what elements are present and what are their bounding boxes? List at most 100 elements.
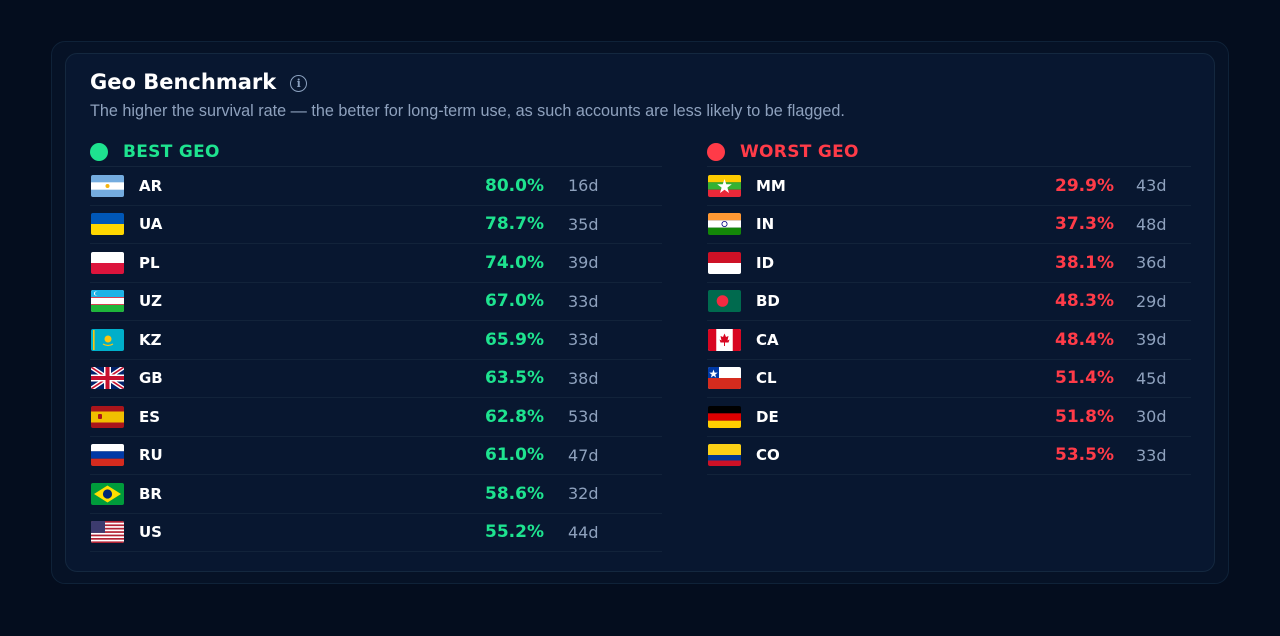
lifetime-days: 44d: [568, 522, 599, 542]
table-row: DE 51.8% 30d: [707, 398, 1191, 437]
country-code: ES: [139, 407, 161, 426]
bangladesh-flag-icon: [708, 290, 741, 313]
country-code: PL: [139, 253, 160, 272]
lifetime-days: 33d: [568, 291, 599, 311]
lifetime-days: 43d: [1136, 176, 1167, 196]
russia-flag-icon: [91, 444, 124, 467]
title-row: Geo Benchmark i: [90, 68, 308, 96]
table-row: KZ 65.9% 33d: [90, 321, 662, 360]
table-row: AR 80.0% 16d: [90, 167, 662, 206]
survival-rate: 80.0%: [485, 175, 544, 196]
table-row: MM 29.9% 43d: [707, 167, 1191, 206]
country-code: BD: [756, 292, 780, 311]
lifetime-days: 47d: [568, 445, 599, 465]
table-row: UA 78.7% 35d: [90, 206, 662, 244]
best-geo-label: BEST GEO: [123, 141, 220, 162]
table-row: RU 61.0% 47d: [90, 437, 662, 475]
worst-geo-header: WORST GEO: [707, 137, 1191, 167]
survival-rate: 67.0%: [485, 291, 544, 312]
country-code: KZ: [139, 330, 162, 349]
germany-flag-icon: [708, 405, 741, 428]
country-code: CO: [756, 446, 780, 465]
country-code: CA: [756, 330, 779, 349]
lifetime-days: 36d: [1136, 253, 1167, 273]
survival-rate: 37.3%: [1055, 214, 1114, 235]
country-code: UZ: [139, 292, 163, 311]
info-icon[interactable]: i: [290, 74, 308, 92]
country-code: MM: [756, 176, 786, 195]
lifetime-days: 48d: [1136, 214, 1167, 234]
page-title: Geo Benchmark: [90, 70, 277, 94]
lifetime-days: 45d: [1136, 368, 1167, 388]
country-code: RU: [139, 446, 163, 465]
survival-rate: 55.2%: [485, 522, 544, 543]
lifetime-days: 33d: [1136, 445, 1167, 465]
country-code: IN: [756, 215, 775, 234]
green-dot-icon: [90, 142, 108, 161]
myanmar-flag-icon: [708, 174, 741, 197]
table-row: CA 48.4% 39d: [707, 321, 1191, 360]
table-row: UZ 67.0% 33d: [90, 283, 662, 321]
geo-benchmark-card: [65, 53, 1215, 572]
survival-rate: 65.9%: [485, 329, 544, 350]
spain-flag-icon: [91, 405, 124, 428]
lifetime-days: 16d: [568, 176, 599, 196]
table-row: PL 74.0% 39d: [90, 244, 662, 283]
table-row: ES 62.8% 53d: [90, 398, 662, 437]
table-row: BD 48.3% 29d: [707, 283, 1191, 321]
survival-rate: 63.5%: [485, 368, 544, 389]
chile-flag-icon: [708, 367, 741, 390]
survival-rate: 62.8%: [485, 406, 544, 427]
lifetime-days: 30d: [1136, 407, 1167, 427]
lifetime-days: 38d: [568, 368, 599, 388]
best-geo-header: BEST GEO: [90, 137, 662, 167]
red-dot-icon: [707, 142, 725, 161]
table-row: CL 51.4% 45d: [707, 360, 1191, 398]
uk-flag-icon: [91, 367, 124, 390]
survival-rate: 38.1%: [1055, 252, 1114, 273]
lifetime-days: 35d: [568, 214, 599, 234]
lifetime-days: 53d: [568, 407, 599, 427]
survival-rate: 29.9%: [1055, 175, 1114, 196]
survival-rate: 53.5%: [1055, 445, 1114, 466]
country-code: AR: [139, 176, 163, 195]
lifetime-days: 32d: [568, 484, 599, 504]
subtitle: The higher the survival rate — the bette…: [90, 102, 845, 120]
survival-rate: 48.3%: [1055, 291, 1114, 312]
best-geo-column: BEST GEO AR 80.0% 16d UA 78.7% 35d PL 74.0% 39d U…: [90, 137, 662, 552]
survival-rate: 48.4%: [1055, 329, 1114, 350]
country-code: BR: [139, 484, 162, 503]
lifetime-days: 29d: [1136, 291, 1167, 311]
worst-geo-label: WORST GEO: [740, 141, 859, 162]
country-code: ID: [756, 253, 775, 272]
survival-rate: 51.8%: [1055, 406, 1114, 427]
canada-flag-icon: [708, 328, 741, 351]
lifetime-days: 33d: [568, 330, 599, 350]
survival-rate: 78.7%: [485, 214, 544, 235]
country-code: US: [139, 523, 162, 542]
country-code: DE: [756, 407, 779, 426]
usa-flag-icon: [91, 521, 124, 544]
poland-flag-icon: [91, 251, 124, 274]
table-row: CO 53.5% 33d: [707, 437, 1191, 475]
brazil-flag-icon: [91, 482, 124, 505]
table-row: IN 37.3% 48d: [707, 206, 1191, 244]
table-row: ID 38.1% 36d: [707, 244, 1191, 283]
country-code: UA: [139, 215, 163, 234]
india-flag-icon: [708, 213, 741, 236]
survival-rate: 74.0%: [485, 252, 544, 273]
uzbekistan-flag-icon: [91, 290, 124, 313]
table-row: BR 58.6% 32d: [90, 475, 662, 514]
ukraine-flag-icon: [91, 213, 124, 236]
lifetime-days: 39d: [568, 253, 599, 273]
country-code: CL: [756, 369, 777, 388]
worst-geo-column: WORST GEO MM 29.9% 43d IN 37.3% 48d ID 38.1% 36d…: [707, 137, 1191, 475]
survival-rate: 61.0%: [485, 445, 544, 466]
table-row: GB 63.5% 38d: [90, 360, 662, 398]
survival-rate: 51.4%: [1055, 368, 1114, 389]
survival-rate: 58.6%: [485, 483, 544, 504]
indonesia-flag-icon: [708, 251, 741, 274]
lifetime-days: 39d: [1136, 330, 1167, 350]
table-row: US 55.2% 44d: [90, 514, 662, 552]
kazakhstan-flag-icon: [91, 328, 124, 351]
